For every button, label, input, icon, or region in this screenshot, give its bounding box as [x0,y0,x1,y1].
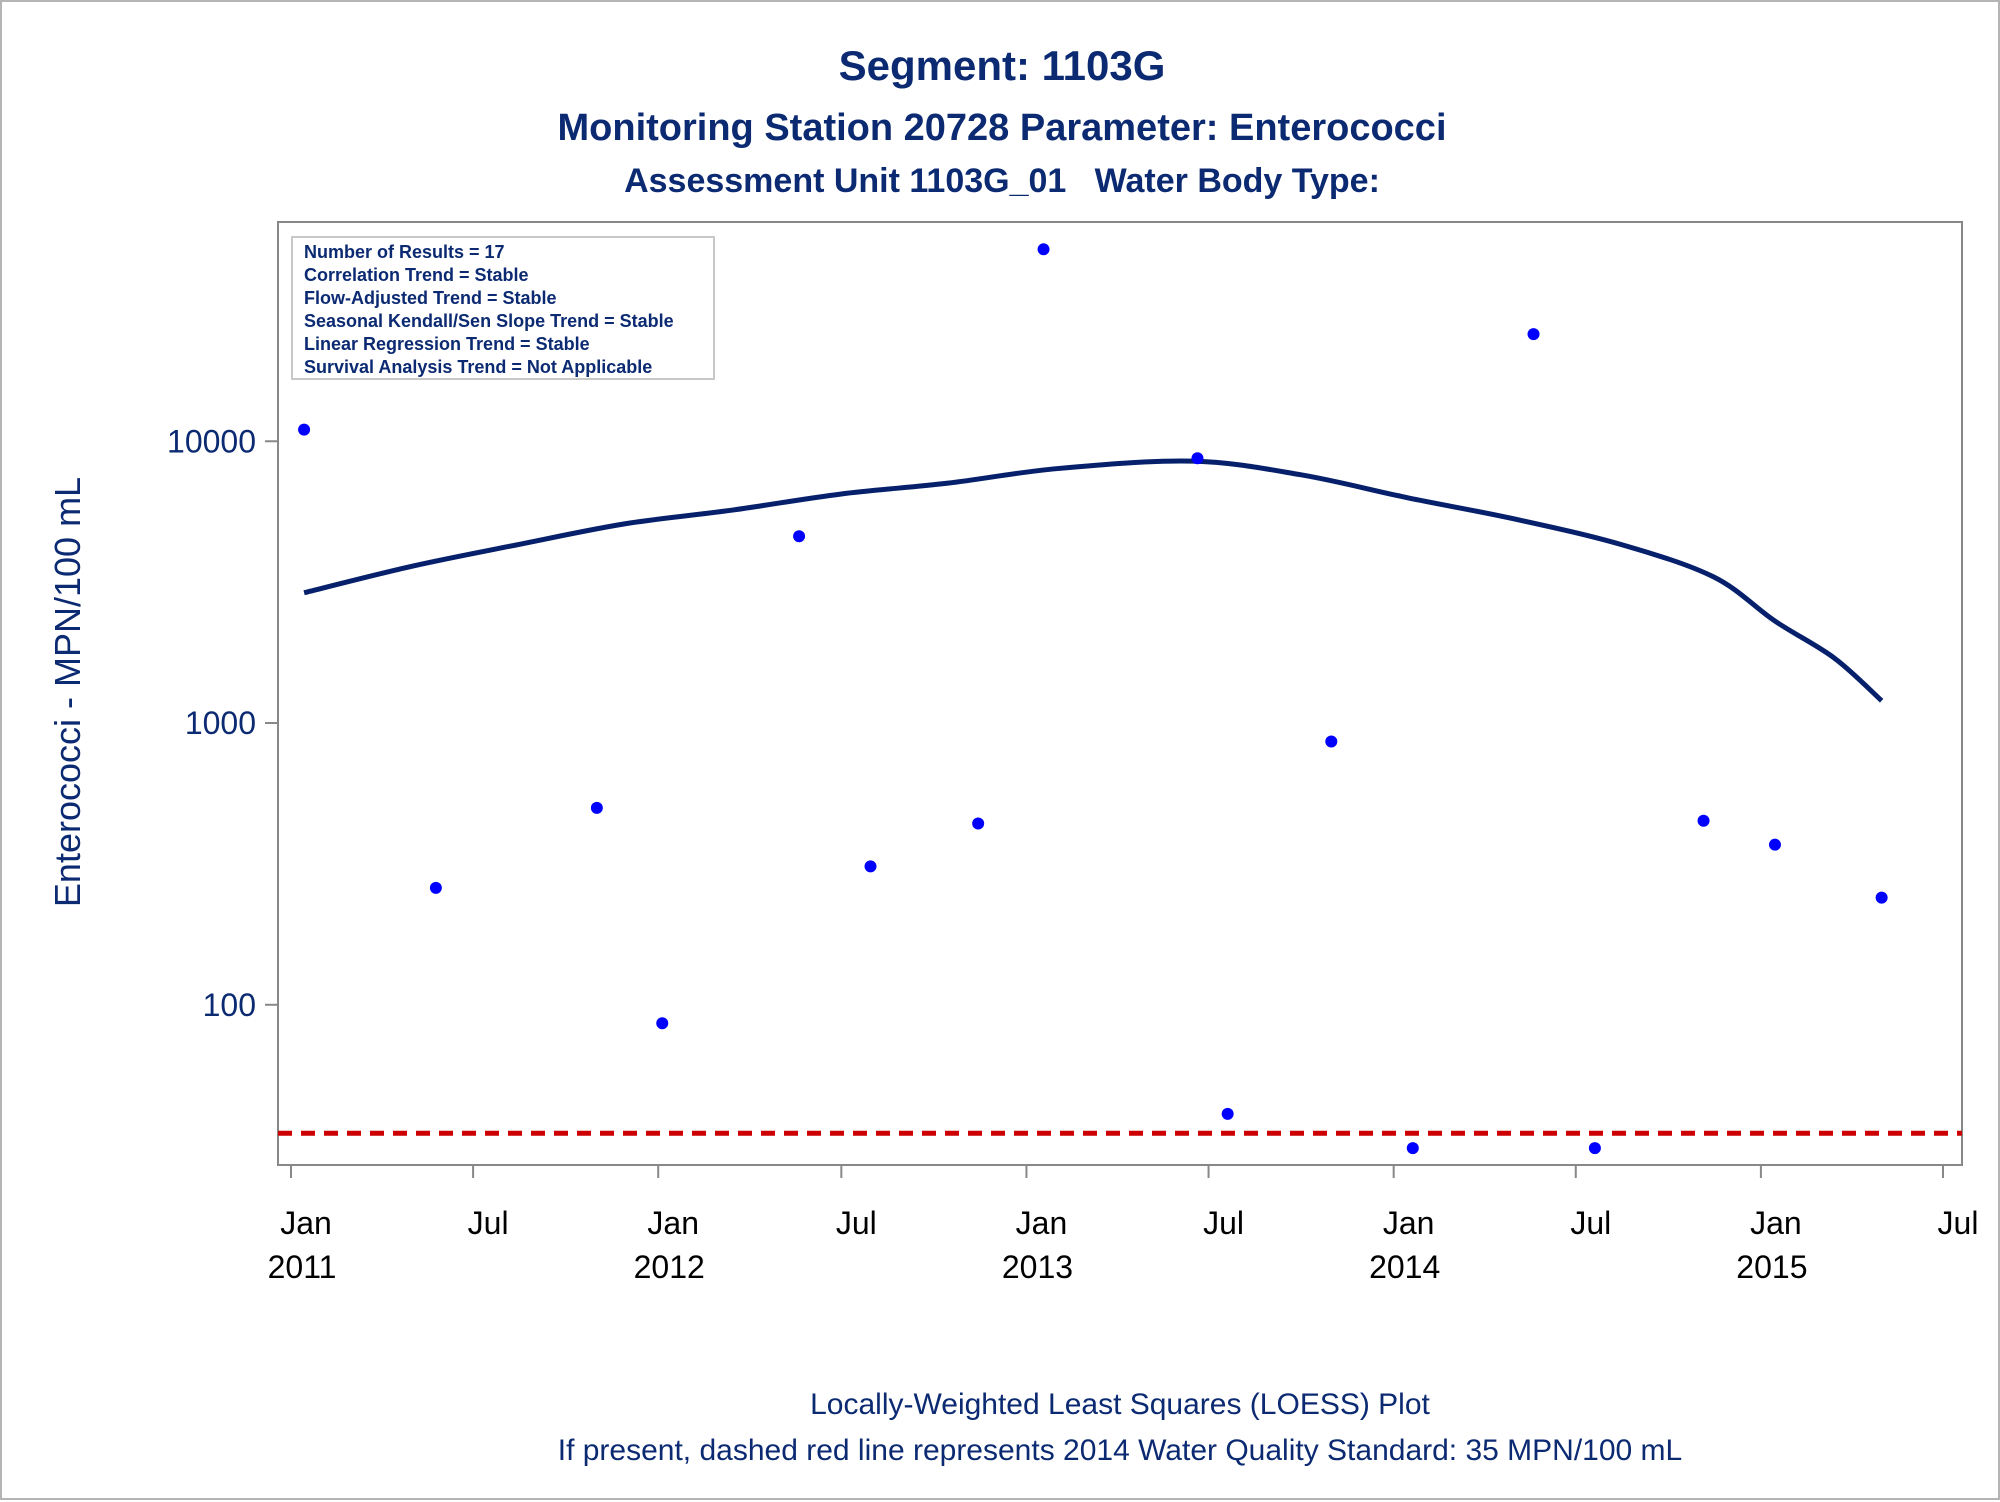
data-point [1191,452,1204,465]
x-tick-month-label: Jul [1938,1205,1979,1241]
data-point [1875,891,1888,904]
legend-linear-regression-trend: Linear Regression Trend = Stable [304,334,590,354]
chart-subtitle-2: Assessment Unit 1103G_01 Water Body Type… [624,162,1380,200]
chart-title: Segment: 1103G [839,42,1166,89]
data-points [298,243,1888,1155]
loess-curve [303,458,1884,703]
data-point [793,530,806,543]
y-tick-label: 10000 [167,423,256,459]
footnote-loess: Locally-Weighted Least Squares (LOESS) P… [810,1388,1430,1421]
data-point [590,801,603,814]
x-axis: Jan 2011 Jul Jan 2012 Jul Jan 2013 Jul Jan 2014 Jul… [268,1165,1979,1285]
data-point [1037,243,1050,256]
x-tick-month-label: Jan [280,1205,332,1241]
data-point [1768,838,1781,851]
data-point [1697,814,1710,827]
legend-flow-adjusted-trend: Flow-Adjusted Trend = Stable [304,288,557,308]
data-point [1325,735,1338,748]
data-point [1527,328,1540,341]
x-tick-month-label: Jan [1383,1205,1435,1241]
x-tick-month-label: Jan [647,1205,699,1241]
y-tick-label: 100 [203,987,256,1023]
x-tick-year-label: 2015 [1736,1249,1807,1285]
legend-box [291,236,715,380]
x-tick-month-label: Jul [836,1205,877,1241]
legend-number-of-results: Number of Results = 17 [304,242,505,262]
data-point [1588,1142,1601,1155]
data-point [656,1017,669,1030]
x-tick-year-label: 2012 [634,1249,705,1285]
x-tick-month-label: Jul [468,1205,509,1241]
x-tick-month-label: Jan [1016,1205,1068,1241]
legend-correlation-trend: Correlation Trend = Stable [304,265,529,285]
footnote-standard: If present, dashed red line represents 2… [558,1434,1683,1467]
x-tick-month-label: Jan [1750,1205,1802,1241]
x-tick-month-label: Jul [1203,1205,1244,1241]
y-axis: 100 1000 10000 [167,423,278,1023]
legend-seasonal-kendall-trend: Seasonal Kendall/Sen Slope Trend = Stabl… [304,311,674,331]
x-tick-year-label: 2013 [1002,1249,1073,1285]
chart-subtitle: Monitoring Station 20728 Parameter: Ente… [557,107,1446,149]
x-tick-year-label: 2014 [1369,1249,1440,1285]
data-point [1221,1107,1234,1120]
data-point [972,817,985,830]
data-point [864,860,877,873]
stats-legend: Number of Results = 17 Correlation Trend… [291,236,715,380]
x-tick-year-label: 2011 [268,1249,337,1285]
legend-survival-analysis-trend: Survival Analysis Trend = Not Applicable [304,357,652,377]
data-point [1406,1142,1419,1155]
x-tick-month-label: Jul [1570,1205,1611,1241]
y-axis-label: Enterococci - MPN/100 mL [47,477,88,907]
plot-area [277,221,1963,1166]
y-tick-label: 1000 [185,705,256,741]
data-point [298,423,311,436]
data-point [429,881,442,894]
